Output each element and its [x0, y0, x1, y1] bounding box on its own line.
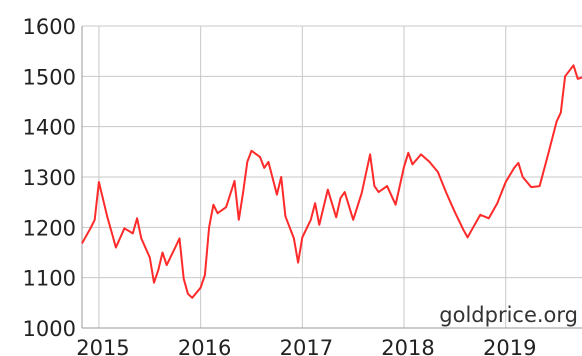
y-tick-label: 1000 [23, 317, 76, 341]
y-tick-label: 1500 [23, 65, 76, 89]
y-tick-label: 1300 [23, 166, 76, 190]
y-tick-label: 1400 [23, 116, 76, 140]
x-tick-labels: 2015 2016 2017 2018 2019 [76, 336, 536, 356]
y-tick-label: 1100 [23, 267, 76, 291]
watermark-text: goldprice.org [439, 303, 578, 327]
y-tick-label: 1600 [23, 15, 76, 39]
grid [82, 25, 582, 329]
x-tick-label: 2017 [280, 336, 333, 356]
y-tick-labels: 1000 1100 1200 1300 1400 1500 1600 [23, 15, 76, 341]
axes [81, 26, 582, 329]
x-tick-label: 2015 [76, 336, 129, 356]
series-line-gold-price [81, 64, 582, 299]
y-tick-label: 1200 [23, 216, 76, 240]
x-tick-label: 2018 [381, 336, 434, 356]
x-tick-label: 2019 [483, 336, 536, 356]
x-tick-label: 2016 [178, 336, 231, 356]
